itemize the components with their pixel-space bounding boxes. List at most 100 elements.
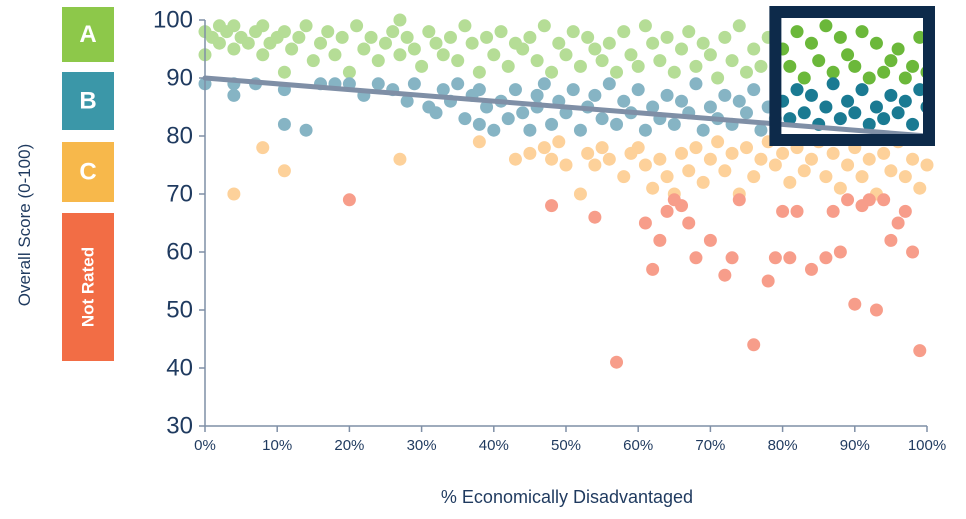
point-b-highlight-2	[790, 83, 804, 97]
point-c-53	[884, 164, 898, 178]
legend-swatch-3	[62, 213, 114, 361]
point-a-36	[415, 59, 429, 73]
point-nr-12	[703, 233, 717, 247]
legend-label-0: A	[79, 21, 96, 48]
point-c-27	[696, 175, 710, 189]
point-a-highlight-18	[906, 59, 920, 73]
point-a-53	[537, 19, 551, 33]
point-c-28	[703, 152, 717, 166]
point-b-13	[400, 94, 414, 108]
point-c-56	[906, 152, 920, 166]
x-tick-label-0: 0%	[194, 437, 216, 454]
point-a-31	[386, 25, 400, 39]
point-a-76	[703, 48, 717, 62]
point-c-24	[675, 146, 689, 160]
y-tick-label-1: 40	[166, 355, 193, 382]
point-c-57	[913, 181, 927, 195]
point-a-29	[371, 54, 385, 68]
point-b-14	[407, 77, 421, 91]
point-b-25	[487, 123, 501, 137]
point-b-17	[436, 83, 450, 97]
point-nr-7	[660, 204, 674, 218]
point-a-highlight-13	[869, 36, 883, 50]
y-tick-label-4: 70	[166, 181, 193, 208]
point-c-0	[227, 187, 241, 201]
point-c-19	[638, 158, 652, 172]
point-nr-32	[884, 233, 898, 247]
point-c-11	[573, 187, 587, 201]
point-a-78	[718, 30, 732, 44]
point-b-23	[472, 83, 486, 97]
point-b-highlight-16	[891, 106, 905, 120]
point-a-highlight-9	[841, 48, 855, 62]
point-b-highlight-11	[855, 83, 869, 97]
point-b-30	[523, 123, 537, 137]
point-nr-36	[913, 344, 927, 358]
point-b-40	[588, 88, 602, 102]
point-b-highlight-18	[906, 117, 920, 131]
y-tick-label-3: 60	[166, 239, 193, 266]
legend-label-2: C	[79, 159, 96, 186]
point-a-40	[443, 30, 457, 44]
point-a-83	[754, 59, 768, 73]
point-b-37	[566, 83, 580, 97]
point-a-69	[653, 54, 667, 68]
point-c-46	[833, 181, 847, 195]
point-a-28	[364, 30, 378, 44]
point-c-31	[725, 146, 739, 160]
point-nr-29	[862, 193, 876, 207]
point-a-highlight-5	[812, 54, 826, 68]
point-b-31	[530, 88, 544, 102]
x-tick-label-3: 30%	[407, 437, 437, 454]
point-a-6	[227, 19, 241, 33]
point-a-81	[740, 65, 753, 79]
point-a-45	[480, 30, 494, 44]
point-b-48	[646, 100, 660, 114]
point-a-4	[212, 36, 226, 50]
point-a-17	[285, 42, 299, 56]
point-c-13	[588, 158, 602, 172]
point-a-52	[530, 54, 544, 68]
point-a-highlight-4	[804, 36, 818, 50]
point-a-15	[277, 65, 291, 79]
point-a-highlight-14	[877, 65, 891, 79]
point-nr-35	[906, 245, 920, 259]
point-b-11	[371, 77, 385, 91]
point-b-60	[732, 94, 746, 108]
point-a-21	[314, 36, 328, 50]
point-a-12	[256, 19, 270, 33]
point-c-42	[804, 152, 818, 166]
data-points	[198, 13, 934, 369]
point-c-22	[660, 170, 674, 184]
point-a-70	[660, 30, 674, 44]
point-c-45	[826, 146, 840, 160]
point-a-65	[624, 48, 638, 62]
point-nr-19	[776, 204, 790, 218]
point-a-24	[335, 30, 349, 44]
point-b-19	[451, 77, 465, 91]
point-nr-25	[833, 245, 847, 259]
point-nr-26	[841, 193, 855, 207]
point-a-59	[581, 30, 595, 44]
point-a-highlight-1	[783, 59, 797, 73]
point-b-63	[754, 123, 768, 137]
point-c-1	[256, 141, 270, 155]
point-a-26	[350, 19, 364, 33]
point-a-54	[545, 65, 559, 79]
point-b-1	[227, 88, 241, 102]
trendline-group	[202, 75, 930, 139]
point-a-64	[617, 25, 631, 39]
point-c-7	[537, 141, 551, 155]
point-a-80	[732, 19, 746, 33]
point-nr-14	[725, 251, 739, 265]
point-b-29	[516, 106, 530, 120]
point-nr-2	[588, 210, 602, 224]
point-nr-17	[761, 274, 775, 288]
y-axis-label: Overall Score (0-100)	[15, 144, 34, 307]
point-b-38	[573, 123, 587, 137]
point-b-4	[277, 117, 291, 131]
point-a-61	[595, 54, 609, 68]
point-a-highlight-12	[862, 71, 876, 85]
